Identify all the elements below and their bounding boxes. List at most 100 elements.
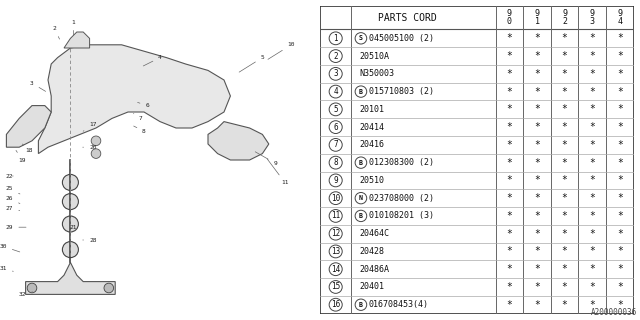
Circle shape xyxy=(63,174,79,190)
Text: PARTS CORD: PARTS CORD xyxy=(378,13,437,23)
Text: 010108201 (3): 010108201 (3) xyxy=(369,212,434,220)
Text: S: S xyxy=(359,35,363,41)
Text: *: * xyxy=(617,300,623,310)
Text: *: * xyxy=(589,33,595,43)
Text: *: * xyxy=(534,122,540,132)
Text: *: * xyxy=(617,175,623,185)
Text: 012308300 (2): 012308300 (2) xyxy=(369,158,434,167)
Text: *: * xyxy=(506,87,513,97)
Text: *: * xyxy=(617,264,623,274)
Text: *: * xyxy=(534,33,540,43)
Text: 12: 12 xyxy=(331,229,340,238)
Text: *: * xyxy=(534,193,540,203)
Text: *: * xyxy=(506,140,513,150)
Text: *: * xyxy=(506,175,513,185)
Circle shape xyxy=(92,136,101,146)
Text: *: * xyxy=(617,246,623,256)
Text: *: * xyxy=(562,246,568,256)
Text: *: * xyxy=(589,158,595,168)
Text: *: * xyxy=(506,69,513,79)
Text: 9: 9 xyxy=(255,152,277,166)
Text: *: * xyxy=(506,246,513,256)
Text: A200000036: A200000036 xyxy=(591,308,637,317)
Text: 6: 6 xyxy=(138,102,149,108)
Text: *: * xyxy=(506,122,513,132)
Polygon shape xyxy=(26,262,115,294)
Text: *: * xyxy=(534,104,540,114)
Text: 10: 10 xyxy=(331,194,340,203)
Text: *: * xyxy=(562,300,568,310)
Text: *: * xyxy=(562,140,568,150)
Text: 27: 27 xyxy=(6,205,20,211)
Text: *: * xyxy=(506,51,513,61)
Text: *: * xyxy=(589,264,595,274)
Text: 25: 25 xyxy=(6,186,20,194)
Text: *: * xyxy=(506,300,513,310)
Text: 30: 30 xyxy=(0,244,20,252)
Text: *: * xyxy=(589,69,595,79)
Text: 5: 5 xyxy=(239,55,264,72)
Circle shape xyxy=(63,242,79,258)
Text: 20428: 20428 xyxy=(360,247,385,256)
Text: N: N xyxy=(359,195,363,201)
Text: *: * xyxy=(617,33,623,43)
Text: *: * xyxy=(617,51,623,61)
Text: *: * xyxy=(534,87,540,97)
Circle shape xyxy=(104,283,114,293)
Text: *: * xyxy=(534,51,540,61)
Text: 11: 11 xyxy=(268,159,289,185)
Text: *: * xyxy=(562,33,568,43)
Text: *: * xyxy=(534,229,540,239)
Text: 10: 10 xyxy=(268,42,295,59)
Text: *: * xyxy=(589,122,595,132)
Text: 31: 31 xyxy=(0,266,13,271)
Text: *: * xyxy=(506,282,513,292)
Text: 2: 2 xyxy=(52,26,60,39)
Text: *: * xyxy=(562,104,568,114)
Text: *: * xyxy=(589,175,595,185)
Text: *: * xyxy=(589,87,595,97)
Text: 20101: 20101 xyxy=(360,105,385,114)
Text: *: * xyxy=(534,246,540,256)
Polygon shape xyxy=(6,106,51,147)
Text: *: * xyxy=(506,229,513,239)
Text: *: * xyxy=(589,229,595,239)
Text: *: * xyxy=(589,140,595,150)
Text: *: * xyxy=(589,51,595,61)
Text: 2: 2 xyxy=(333,52,338,60)
Text: *: * xyxy=(562,51,568,61)
Text: *: * xyxy=(562,282,568,292)
Text: *: * xyxy=(506,264,513,274)
Text: 26: 26 xyxy=(6,196,20,204)
Text: 3: 3 xyxy=(30,81,45,92)
Text: 8: 8 xyxy=(134,126,146,134)
Text: 045005100 (2): 045005100 (2) xyxy=(369,34,434,43)
Text: *: * xyxy=(506,193,513,203)
Text: 7: 7 xyxy=(134,114,143,121)
Text: 11: 11 xyxy=(331,212,340,220)
Text: 13: 13 xyxy=(331,247,340,256)
Text: 20414: 20414 xyxy=(360,123,385,132)
Circle shape xyxy=(63,194,79,210)
Text: *: * xyxy=(534,211,540,221)
Text: *: * xyxy=(534,140,540,150)
Text: *: * xyxy=(562,69,568,79)
Text: 17: 17 xyxy=(83,122,97,131)
Text: 20416: 20416 xyxy=(360,140,385,149)
Text: 9
4: 9 4 xyxy=(618,10,622,26)
Text: B: B xyxy=(359,213,363,219)
Text: 32: 32 xyxy=(19,292,33,297)
Text: B: B xyxy=(359,160,363,166)
Text: B: B xyxy=(359,302,363,308)
Text: 20510A: 20510A xyxy=(360,52,390,60)
Text: 15: 15 xyxy=(331,283,340,292)
Text: N350003: N350003 xyxy=(360,69,394,78)
Text: *: * xyxy=(506,158,513,168)
Text: 016708453(4): 016708453(4) xyxy=(369,300,429,309)
Text: 29: 29 xyxy=(6,225,26,230)
Text: 20: 20 xyxy=(83,145,97,150)
Text: *: * xyxy=(534,300,540,310)
Text: 20464C: 20464C xyxy=(360,229,390,238)
Text: 18: 18 xyxy=(22,144,33,153)
Text: 5: 5 xyxy=(333,105,338,114)
